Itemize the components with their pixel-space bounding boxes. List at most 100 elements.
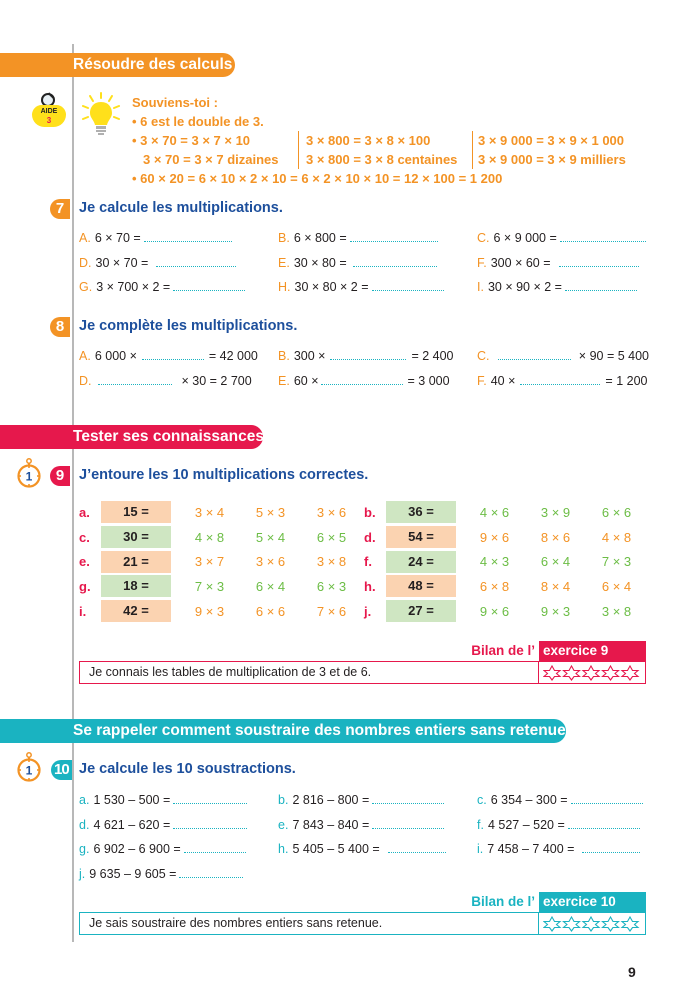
answer-field[interactable] — [497, 350, 571, 361]
rating-stars[interactable] — [538, 913, 645, 934]
answer-field[interactable] — [372, 819, 445, 829]
option[interactable]: 3 × 9 — [540, 504, 571, 520]
svg-text:1: 1 — [26, 764, 33, 778]
option[interactable]: 4 × 8 — [601, 529, 632, 545]
section-banner-tester: Tester ses connaissances — [0, 425, 264, 449]
answer-field[interactable] — [349, 232, 438, 243]
table-row: c. 30 = 4 × 8 5 × 4 6 × 5 d. 54 = 9 × 6 … — [79, 525, 649, 550]
item-label: j. — [79, 866, 86, 881]
option[interactable]: 5 × 4 — [255, 529, 286, 545]
item-before: 40 × — [490, 373, 516, 388]
aide-badge[interactable]: AIDE 3 — [30, 92, 70, 137]
reminder-line: • 60 × 20 = 6 × 10 × 2 × 10 = 6 × 2 × 10… — [132, 171, 503, 186]
option[interactable]: 7 × 3 — [601, 554, 632, 570]
item-letter: d. — [364, 529, 376, 545]
answer-field[interactable] — [564, 281, 637, 292]
answer-field[interactable] — [179, 868, 244, 878]
answer-field[interactable] — [183, 843, 246, 854]
item-label: D. — [79, 255, 92, 270]
option[interactable]: 8 × 4 — [540, 578, 571, 594]
exercise-number-8: 8 — [50, 317, 70, 337]
item-letter: c. — [79, 529, 90, 545]
exercise-8-title: Je complète les multiplications. — [79, 318, 298, 334]
answer-field[interactable] — [520, 375, 601, 385]
option[interactable]: 4 × 8 — [194, 529, 225, 545]
option[interactable]: 8 × 6 — [540, 529, 571, 545]
item-expr: 9 635 – 9 605 = — [89, 866, 177, 881]
option[interactable]: 4 × 3 — [479, 554, 510, 570]
answer-field[interactable] — [156, 257, 237, 267]
item-expr: 4 527 – 520 = — [487, 817, 565, 832]
item-letter: b. — [364, 504, 376, 520]
option[interactable]: 9 × 6 — [479, 529, 510, 545]
answer-field[interactable] — [558, 257, 639, 267]
answer-field[interactable] — [320, 375, 403, 385]
reminder-title: Souviens-toi : — [132, 95, 218, 110]
item-after: = 3 000 — [407, 373, 450, 388]
option[interactable]: 9 × 6 — [479, 603, 510, 619]
item-after: × 90 = 5 400 — [578, 349, 649, 364]
item-label: D. — [79, 373, 92, 388]
item-letter: e. — [79, 554, 90, 570]
item-after: = 1 200 — [605, 373, 648, 388]
option[interactable]: 6 × 4 — [255, 578, 286, 594]
option[interactable]: 6 × 4 — [601, 578, 632, 594]
item-expr: 6 × 70 = — [94, 231, 141, 246]
option[interactable]: 9 × 3 — [194, 603, 225, 619]
answer-field[interactable] — [352, 257, 437, 267]
option[interactable]: 3 × 4 — [194, 504, 225, 520]
option[interactable]: 6 × 3 — [316, 578, 347, 594]
answer-field[interactable] — [372, 794, 445, 805]
answer-field[interactable] — [371, 281, 444, 292]
item-before: 60 × — [293, 373, 319, 388]
option[interactable]: 6 × 6 — [601, 504, 632, 520]
page-number: 9 — [628, 964, 636, 980]
item-label: d. — [79, 817, 90, 832]
item-label: B. — [278, 231, 290, 246]
target-value: 42 = — [101, 600, 171, 623]
answer-field[interactable] — [559, 232, 646, 243]
item-label: g. — [79, 842, 90, 857]
option[interactable]: 6 × 6 — [255, 603, 286, 619]
option[interactable]: 6 × 4 — [540, 554, 571, 570]
answer-field[interactable] — [173, 281, 246, 292]
item-label: f. — [477, 817, 484, 832]
answer-field[interactable] — [387, 843, 446, 854]
answer-field[interactable] — [141, 350, 204, 361]
answer-field[interactable] — [330, 350, 407, 361]
answer-field[interactable] — [570, 794, 643, 805]
item-expr: 6 × 9 000 = — [493, 231, 557, 246]
option[interactable]: 7 × 6 — [316, 603, 347, 619]
option[interactable]: 4 × 6 — [479, 504, 510, 520]
item-letter: f. — [364, 554, 372, 570]
item-letter: i. — [79, 603, 87, 619]
answer-field[interactable] — [582, 843, 641, 854]
exercise-9-title: J’entoure les 10 multiplications correct… — [79, 467, 369, 483]
option[interactable]: 7 × 3 — [194, 578, 225, 594]
margin-line — [72, 44, 74, 942]
option[interactable]: 3 × 6 — [316, 504, 347, 520]
option[interactable]: 6 × 8 — [479, 578, 510, 594]
table-row: e. 21 = 3 × 7 3 × 6 3 × 8 f. 24 = 4 × 3 … — [79, 549, 649, 574]
target-value: 54 = — [386, 526, 456, 549]
option[interactable]: 5 × 3 — [255, 504, 286, 520]
answer-field[interactable] — [173, 819, 248, 829]
item-expr: 2 816 – 800 = — [292, 793, 370, 808]
item-expr: 6 × 800 = — [293, 231, 347, 246]
item-label: E. — [278, 255, 290, 270]
option[interactable]: 3 × 8 — [316, 554, 347, 570]
rating-stars[interactable] — [538, 662, 645, 683]
option[interactable]: 9 × 3 — [540, 603, 571, 619]
item-label: F. — [477, 255, 487, 270]
answer-field[interactable] — [143, 232, 232, 243]
item-expr: 30 × 80 = — [293, 255, 347, 270]
option[interactable]: 3 × 8 — [601, 603, 632, 619]
option[interactable]: 6 × 5 — [316, 529, 347, 545]
option[interactable]: 3 × 7 — [194, 554, 225, 570]
answer-field[interactable] — [567, 819, 640, 829]
answer-field[interactable] — [97, 375, 172, 385]
answer-field[interactable] — [173, 794, 248, 805]
option[interactable]: 3 × 6 — [255, 554, 286, 570]
target-value: 15 = — [101, 501, 171, 524]
exercise-7-title: Je calcule les multiplications. — [79, 200, 283, 216]
